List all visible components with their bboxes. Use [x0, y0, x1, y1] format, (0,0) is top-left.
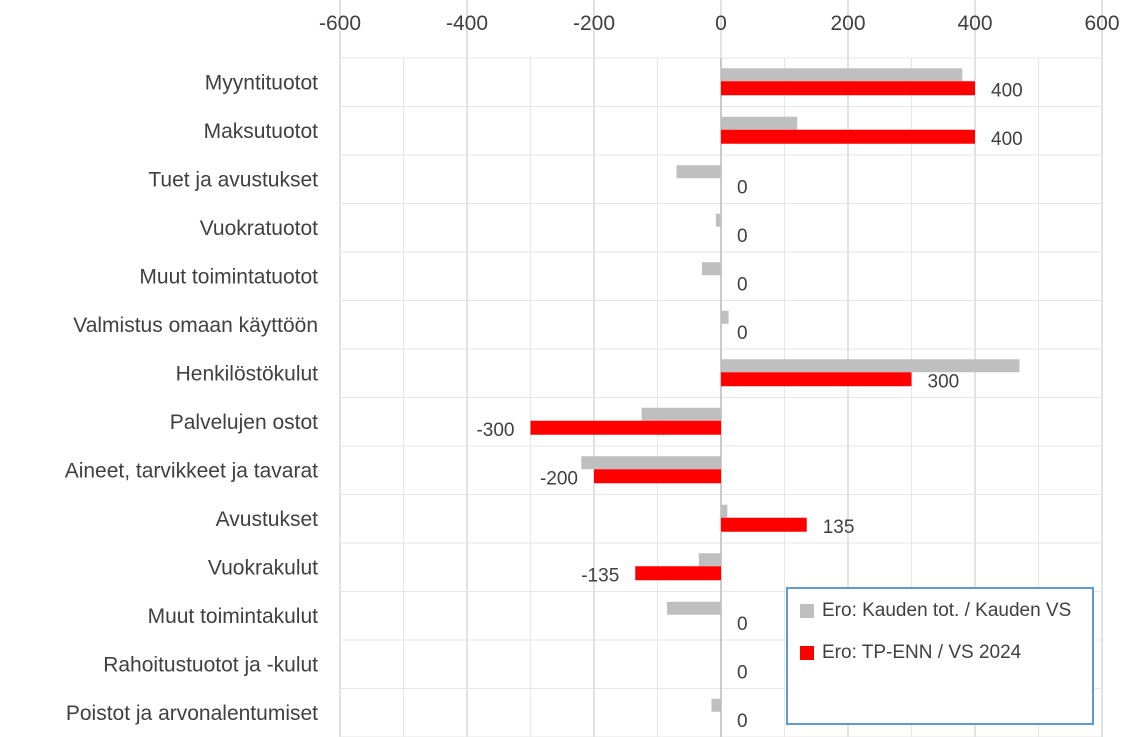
legend-item-series-2: Ero: TP-ENN / VS 2024	[800, 639, 1082, 667]
data-label: 0	[737, 274, 748, 295]
category-label: Vuokratuotot	[200, 217, 318, 240]
x-tick-label: -600	[319, 12, 361, 35]
bar-red	[635, 566, 721, 580]
bar-gray	[721, 505, 727, 518]
data-label: -135	[581, 565, 619, 586]
category-label: Vuokrakulut	[208, 556, 318, 579]
category-label: Tuet ja avustukset	[148, 168, 318, 191]
category-label: Avustukset	[216, 508, 318, 531]
x-tick-label: 200	[830, 12, 865, 35]
bar-red	[721, 130, 975, 144]
category-labels: Myyntituotot Maksutuotot Tuet ja avustukse…	[65, 71, 318, 725]
bar-gray	[721, 117, 797, 130]
data-label: 135	[823, 517, 855, 538]
legend-label-series-2: Ero: TP-ENN / VS 2024	[822, 639, 1021, 667]
bar-gray	[642, 408, 721, 421]
bar-gray	[721, 311, 729, 324]
bar-red	[721, 518, 807, 532]
bar-red	[594, 469, 721, 483]
bar-gray	[581, 456, 721, 469]
x-tick-label: 0	[715, 12, 727, 35]
legend-swatch-gray	[800, 604, 814, 618]
x-axis-ticks: -600 -400 -200 0 200 400 600	[319, 12, 1120, 35]
bar-gray	[721, 359, 1019, 372]
data-label: 0	[737, 662, 748, 683]
bar-gray	[702, 262, 721, 275]
category-label: Henkilöstökulut	[176, 362, 319, 385]
x-tick-label: -200	[573, 12, 615, 35]
data-label: 0	[737, 614, 748, 635]
category-label: Rahoitustuotot ja -kulut	[103, 653, 318, 676]
bar-red	[531, 421, 722, 435]
data-label: 400	[991, 129, 1023, 150]
data-label: 0	[737, 323, 748, 344]
x-tick-label: 400	[957, 12, 992, 35]
data-label: -300	[476, 420, 514, 441]
data-label: 0	[737, 226, 748, 247]
legend-swatch-red	[800, 646, 814, 660]
category-label: Maksutuotot	[204, 120, 319, 143]
category-label: Muut toimintatuotot	[139, 265, 318, 288]
category-label: Poistot ja arvonalentumiset	[66, 702, 318, 725]
bar-gray	[711, 699, 721, 712]
legend-item-series-1: Ero: Kauden tot. / Kauden VS	[800, 597, 1082, 625]
legend-label-series-1: Ero: Kauden tot. / Kauden VS	[822, 597, 1071, 625]
legend: Ero: Kauden tot. / Kauden VS Ero: TP-ENN…	[786, 587, 1094, 725]
bar-gray	[716, 214, 721, 227]
category-label: Palvelujen ostot	[170, 411, 318, 434]
category-label: Myyntituotot	[205, 71, 318, 94]
bar-red	[721, 372, 912, 386]
data-label: 0	[737, 177, 748, 198]
category-label: Muut toimintakulut	[148, 605, 319, 628]
bar-red	[721, 81, 975, 95]
bar-gray	[677, 165, 721, 178]
category-label: Aineet, tarvikkeet ja tavarat	[65, 459, 318, 482]
data-label: 400	[991, 80, 1023, 101]
data-label: 300	[928, 371, 960, 392]
bar-gray	[667, 602, 721, 615]
data-label: -200	[540, 468, 578, 489]
category-label: Valmistus omaan käyttöön	[73, 314, 318, 337]
x-tick-label: 600	[1084, 12, 1119, 35]
bar-gray	[721, 68, 962, 81]
data-label: 0	[737, 711, 748, 732]
bar-gray	[699, 553, 721, 566]
x-tick-label: -400	[446, 12, 488, 35]
